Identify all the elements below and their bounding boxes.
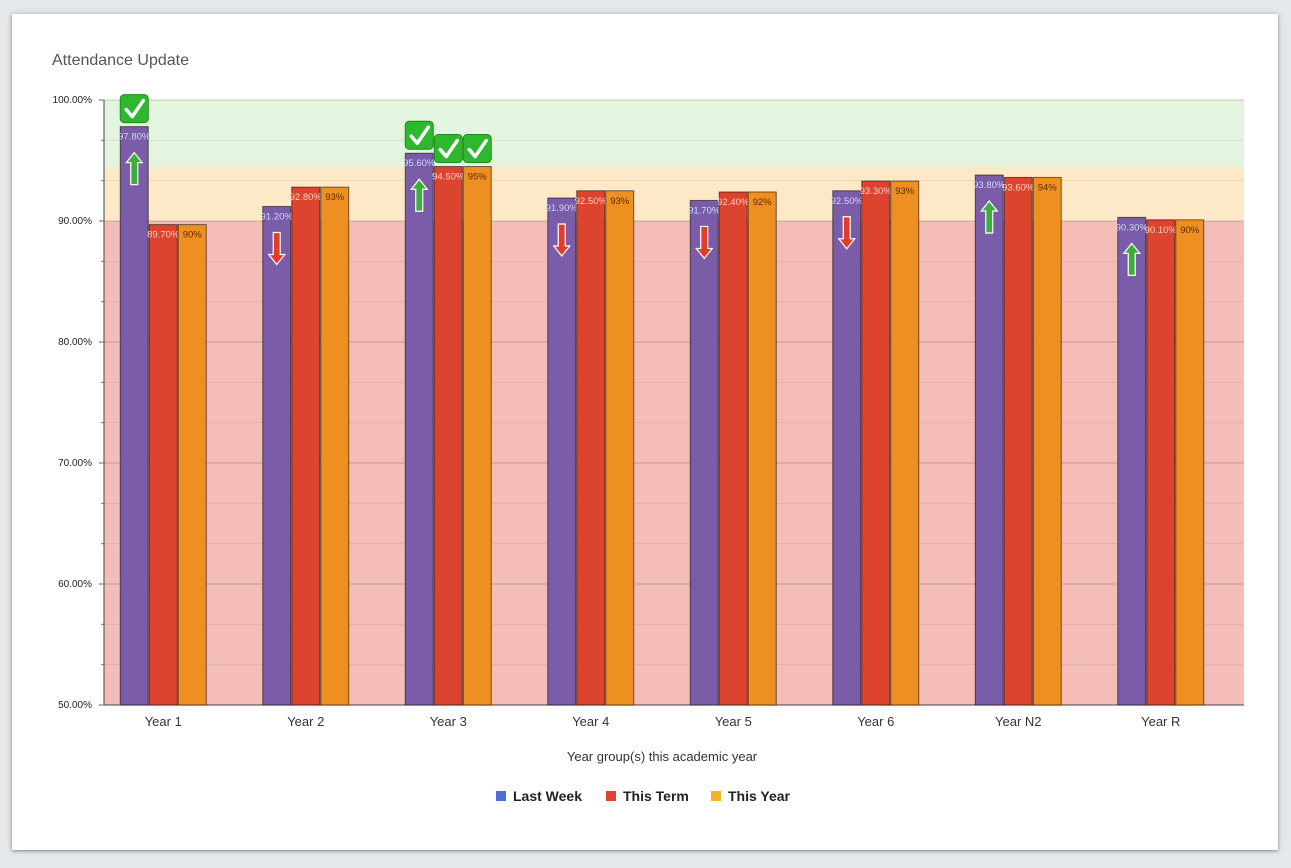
bar-this-year (747, 191, 777, 706)
bar-last-week (974, 174, 1004, 706)
arrow-down-icon (837, 216, 856, 250)
x-category-label: Year 2 (287, 714, 324, 729)
bar-last-week (262, 205, 292, 706)
arrow-down-icon (552, 223, 571, 257)
legend-label: Last Week (513, 788, 582, 804)
bar-last-week (119, 126, 149, 706)
legend-label: This Year (728, 788, 791, 804)
arrow-down-icon (695, 225, 714, 260)
data-label: 92% (753, 197, 773, 208)
data-label: 92.50% (575, 196, 608, 207)
bar-this-term (148, 224, 178, 706)
x-category-label: Year R (1141, 714, 1180, 729)
arrow-down-icon (267, 231, 286, 266)
chart-title: Attendance Update (52, 52, 189, 69)
x-category-label: Year 3 (430, 714, 467, 729)
bar-this-year (1175, 219, 1205, 706)
bar-this-term (718, 191, 748, 706)
arrow-up-icon (410, 178, 429, 212)
data-label: 93.30% (860, 186, 893, 197)
data-label: 91.20% (261, 211, 294, 222)
y-tick-label: 50.00% (58, 700, 92, 711)
chart-card: Attendance Update 50.00% 60.00% 70.00% 80.0… (12, 14, 1278, 850)
bar-this-year (890, 180, 920, 706)
data-label: 92.50% (831, 196, 864, 207)
bar-this-term (576, 190, 606, 706)
bar-this-year (1032, 176, 1062, 706)
data-label: 90.30% (1116, 222, 1149, 233)
data-label: 90% (1180, 225, 1200, 236)
bar-this-term (1146, 219, 1176, 706)
check-mark-icon (119, 94, 149, 124)
data-label: 91.90% (546, 203, 579, 214)
bar-this-term (291, 186, 321, 706)
data-label: 93% (895, 186, 915, 197)
data-label: 91.70% (688, 205, 721, 216)
bar-last-week (689, 199, 719, 706)
data-label: 93.60% (1002, 182, 1035, 193)
bar-last-week (404, 152, 434, 706)
data-label: 93.80% (973, 180, 1006, 191)
y-tick-label: 100.00% (53, 95, 93, 106)
x-category-label: Year 4 (572, 714, 609, 729)
check-mark-icon (404, 120, 434, 150)
bar-this-year (320, 186, 350, 706)
x-category-label: Year N2 (995, 714, 1042, 729)
legend-swatch (711, 791, 721, 801)
data-label: 92.40% (717, 197, 750, 208)
x-axis-title: Year group(s) this academic year (567, 749, 758, 764)
data-label: 97.80% (118, 132, 151, 143)
data-label: 94% (1038, 182, 1058, 193)
data-label: 92.80% (290, 192, 323, 203)
x-category-label: Year 6 (857, 714, 894, 729)
arrow-up-icon (980, 200, 999, 234)
y-tick-label: 70.00% (58, 458, 92, 469)
bar-last-week (547, 197, 577, 706)
data-label: 95% (468, 172, 488, 183)
legend-swatch (606, 791, 616, 801)
legend-label: This Term (623, 788, 689, 804)
data-label: 93% (325, 192, 345, 203)
bar-this-year (462, 166, 492, 706)
arrow-up-icon (1122, 242, 1141, 276)
data-label: 94.50% (432, 172, 465, 183)
bar-this-term (861, 180, 891, 706)
bar-this-year (177, 224, 207, 706)
data-label: 95.60% (403, 158, 436, 169)
bar-this-term (1003, 176, 1033, 706)
bar-this-year (605, 190, 635, 706)
bar-last-week (832, 190, 862, 706)
data-label: 93% (610, 196, 630, 207)
data-label: 90% (183, 230, 203, 241)
x-category-label: Year 1 (145, 714, 182, 729)
y-tick-label: 60.00% (58, 579, 92, 590)
bar-this-term (433, 166, 463, 706)
background-band-2 (104, 100, 1244, 167)
legend-swatch (496, 791, 506, 801)
y-tick-label: 80.00% (58, 337, 92, 348)
arrow-up-icon (125, 151, 144, 186)
check-mark-icon (433, 134, 463, 164)
attendance-bar-chart: 50.00% 60.00% 70.00% 80.00% 90.00% 100.00% 97.… (53, 94, 1244, 804)
data-label: 89.70% (147, 230, 180, 241)
data-label: 90.10% (1145, 225, 1178, 236)
x-category-label: Year 5 (715, 714, 752, 729)
bar-last-week (1117, 216, 1147, 706)
check-mark-icon (462, 134, 492, 164)
y-tick-label: 90.00% (58, 216, 92, 227)
